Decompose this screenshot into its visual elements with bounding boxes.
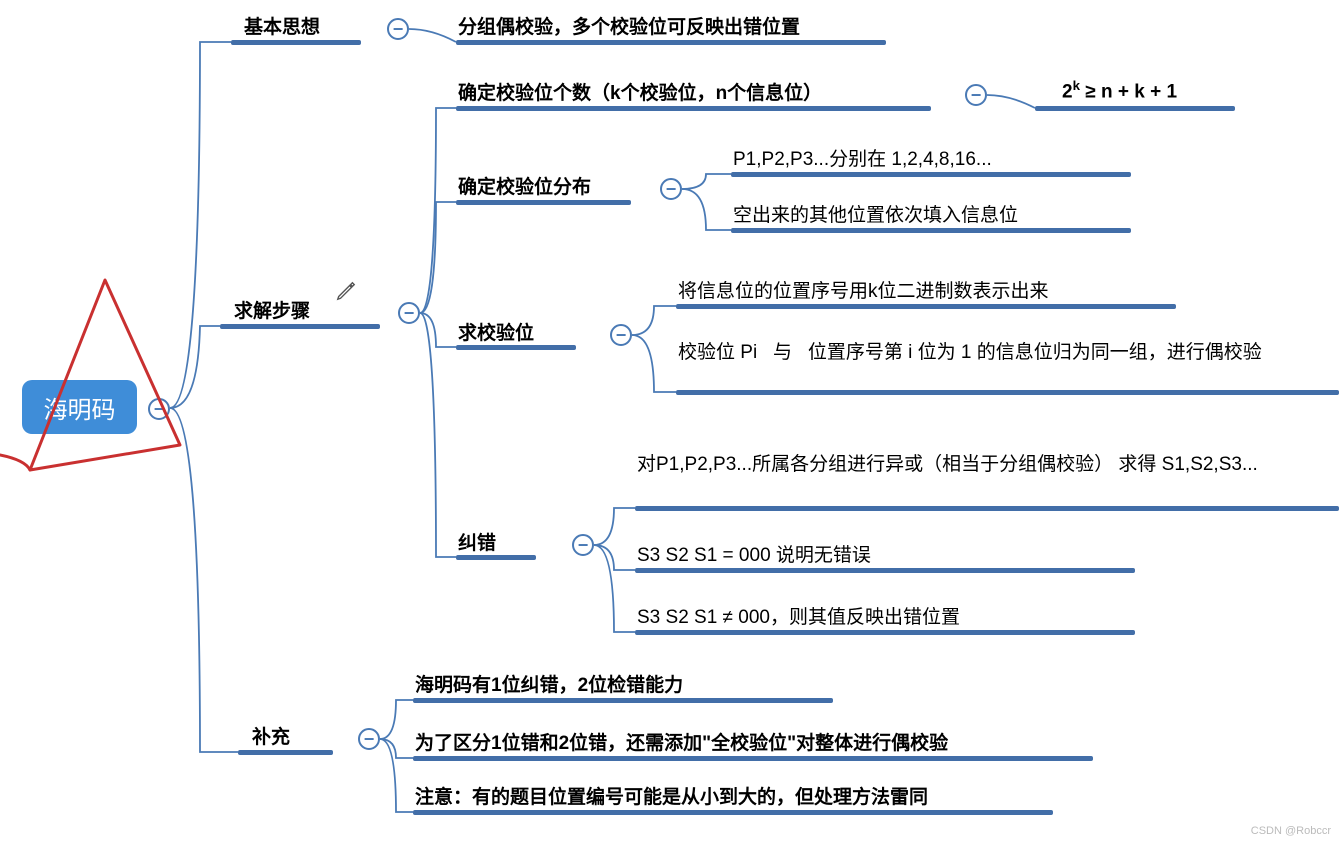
edit-icon: [335, 280, 357, 302]
ul-supc3: [413, 810, 1053, 815]
node-step3-c1[interactable]: 将信息位的位置序号用k位二进制数表示出来: [678, 276, 1049, 303]
collapse-supplement[interactable]: [358, 728, 380, 750]
node-sup-c3[interactable]: 注意：有的题目位置编号可能是从小到大的，但处理方法雷同: [415, 782, 928, 809]
collapse-basic[interactable]: [387, 18, 409, 40]
ul-s3: [456, 345, 576, 350]
node-sup-c2[interactable]: 为了区分1位错和2位错，还需添加"全校验位"对整体进行偶校验: [415, 728, 948, 755]
ul-s1f: [1035, 106, 1235, 111]
collapse-step1[interactable]: [965, 84, 987, 106]
collapse-step4[interactable]: [572, 534, 594, 556]
ul-s1: [456, 106, 931, 111]
connectors: [0, 0, 1339, 843]
node-sup-c1[interactable]: 海明码有1位纠错，2位检错能力: [415, 670, 683, 697]
ul-s3c1: [676, 304, 1176, 309]
node-step4-c2[interactable]: S3 S2 S1 = 000 说明无错误: [637, 540, 871, 567]
root-node[interactable]: 海明码: [22, 380, 137, 434]
node-step4-c3[interactable]: S3 S2 S1 ≠ 000，则其值反映出错位置: [637, 602, 960, 629]
node-step4[interactable]: 纠错: [458, 528, 496, 555]
ul-supc2: [413, 756, 1093, 761]
ul-basic: [231, 40, 361, 45]
node-step2-c2[interactable]: 空出来的其他位置依次填入信息位: [733, 200, 1018, 227]
collapse-step2[interactable]: [660, 178, 682, 200]
collapse-step3[interactable]: [610, 324, 632, 346]
ul-s4: [456, 555, 536, 560]
node-step2-c1[interactable]: P1,P2,P3...分别在 1,2,4,8,16...: [733, 144, 992, 171]
ul-s4c2: [635, 568, 1135, 573]
ul-s3c2: [676, 390, 1339, 395]
node-basic[interactable]: 基本思想: [244, 12, 320, 39]
ul-s4c1: [635, 506, 1339, 511]
node-step1[interactable]: 确定校验位个数（k个校验位，n个信息位）: [458, 78, 822, 105]
node-step1-formula[interactable]: 2k ≥ n + k + 1: [1062, 78, 1177, 103]
ul-s2c1: [731, 172, 1131, 177]
ul-s2c2: [731, 228, 1131, 233]
ul-supc1: [413, 698, 833, 703]
node-step3[interactable]: 求校验位: [458, 318, 534, 345]
node-basic-child[interactable]: 分组偶校验，多个校验位可反映出错位置: [458, 12, 800, 39]
node-supplement[interactable]: 补充: [252, 722, 290, 749]
root-label: 海明码: [44, 390, 116, 425]
collapse-steps[interactable]: [398, 302, 420, 324]
ul-sup: [238, 750, 333, 755]
ul-s4c3: [635, 630, 1135, 635]
ul-s2: [456, 200, 631, 205]
watermark: CSDN @Robccr: [1251, 825, 1331, 837]
ul-steps: [220, 324, 380, 329]
node-step4-c1[interactable]: 对P1,P2,P3...所属各分组进行异或（相当于分组偶校验） 求得 S1,S2…: [637, 452, 1327, 478]
node-step2[interactable]: 确定校验位分布: [458, 172, 591, 199]
collapse-root[interactable]: [148, 398, 170, 420]
node-step3-c2[interactable]: 校验位 Pi 与 位置序号第 i 位为 1 的信息位归为同一组，进行偶校验: [678, 340, 1318, 366]
node-steps[interactable]: 求解步骤: [234, 296, 310, 323]
ul-basic-child: [456, 40, 886, 45]
